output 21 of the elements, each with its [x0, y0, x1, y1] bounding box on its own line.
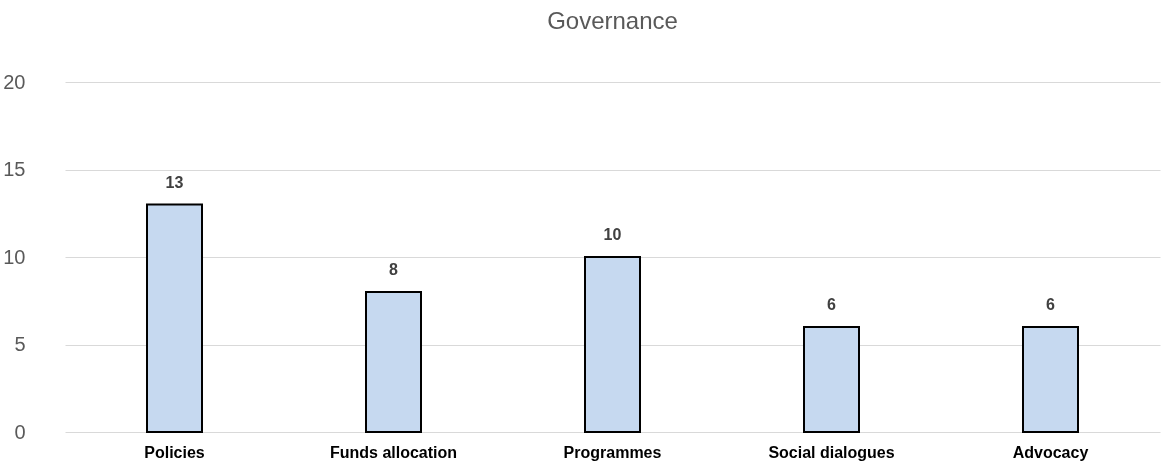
y-tick-label: 5	[14, 333, 26, 355]
data-label: 6	[827, 296, 837, 313]
data-label: 6	[1046, 296, 1056, 313]
chart-title: Governance	[547, 7, 678, 34]
data-label: 8	[389, 261, 399, 278]
y-tick-label: 10	[3, 245, 26, 268]
y-tick-label: 0	[14, 420, 26, 443]
x-tick-label: Policies	[144, 443, 205, 461]
bar	[365, 291, 422, 433]
data-label: 13	[165, 173, 184, 191]
x-tick-label: Social dialogues	[768, 443, 895, 461]
bar	[803, 326, 860, 433]
bar	[1022, 326, 1079, 433]
data-label: 10	[603, 226, 622, 243]
bar	[146, 203, 203, 433]
y-tick-label: 15	[3, 158, 26, 180]
y-tick-label: 20	[3, 70, 26, 93]
bar	[584, 256, 641, 433]
x-tick-label: Funds allocation	[329, 443, 458, 461]
x-tick-label: Programmes	[563, 443, 662, 461]
x-tick-label: Advocacy	[1012, 443, 1089, 461]
